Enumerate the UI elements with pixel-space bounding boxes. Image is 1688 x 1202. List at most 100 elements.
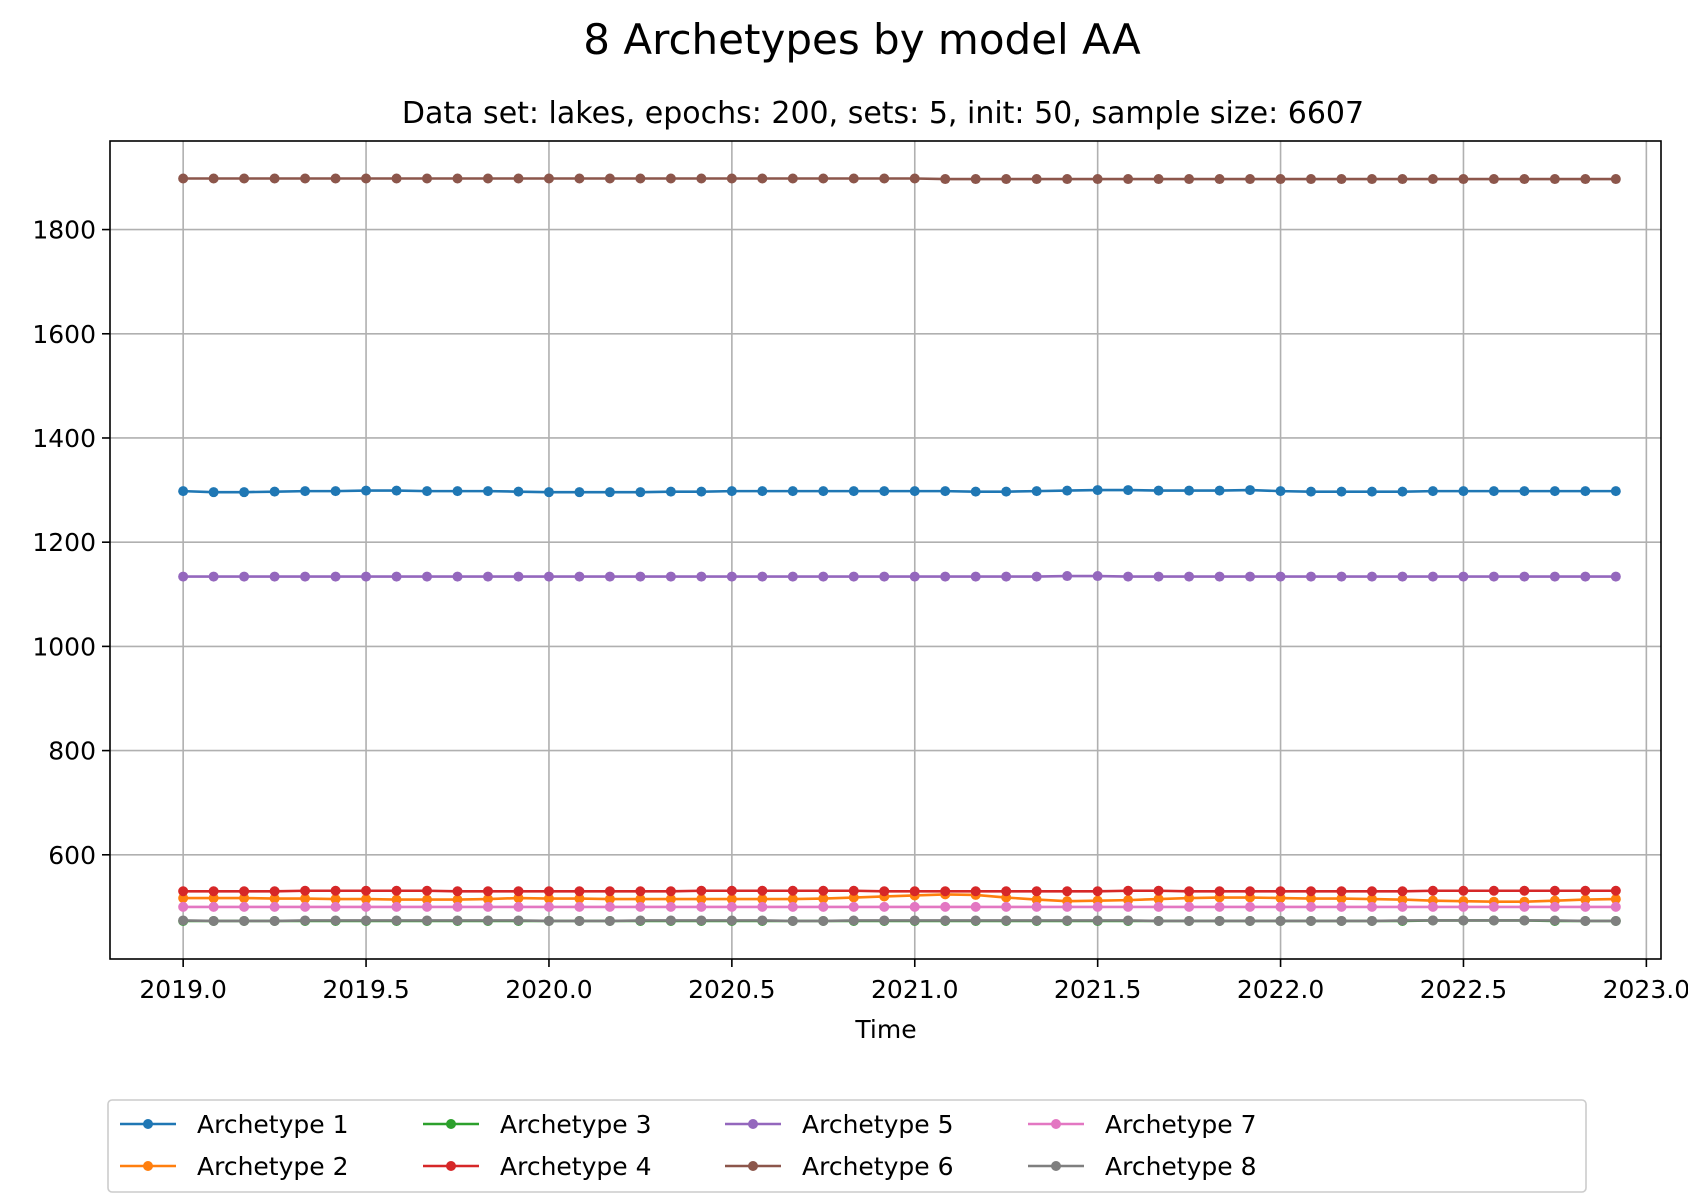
data-point	[330, 486, 341, 497]
data-point	[1366, 886, 1377, 897]
data-point	[665, 894, 676, 905]
grid-lines	[110, 141, 1661, 959]
data-point	[787, 885, 798, 896]
data-point	[909, 915, 920, 926]
series-line	[183, 574, 1616, 578]
data-point	[909, 886, 920, 897]
data-point	[757, 901, 768, 912]
data-point	[848, 571, 859, 582]
data-point	[1519, 174, 1530, 185]
data-point	[1123, 174, 1134, 185]
data-point	[635, 915, 646, 926]
data-point	[208, 571, 219, 582]
data-point	[1549, 486, 1560, 497]
data-point	[452, 901, 463, 912]
data-point	[909, 571, 920, 582]
data-point	[787, 571, 798, 582]
data-point	[1001, 486, 1012, 497]
data-point	[361, 885, 372, 896]
legend: Archetype 1 Archetype 2 Archetype 3 Archety…	[107, 1099, 1587, 1193]
axis-ticks: 2019.0 2019.5 2020.0 2020.5 2021.0 2021.5 2022…	[32, 216, 1688, 1004]
data-point	[239, 901, 250, 912]
data-point	[178, 886, 189, 897]
data-point	[300, 885, 311, 896]
x-tick-label: 2019.5	[322, 975, 409, 1004]
data-point	[665, 886, 676, 897]
legend-label: Archetype 5	[802, 1110, 954, 1139]
data-point	[848, 915, 859, 926]
data-point	[1336, 486, 1347, 497]
data-point	[726, 173, 737, 184]
y-tick-label: 800	[48, 737, 96, 766]
data-point	[696, 901, 707, 912]
data-point	[269, 486, 280, 497]
data-point	[1519, 885, 1530, 896]
data-point	[604, 915, 615, 926]
series-archetype-8	[178, 915, 1621, 926]
data-point	[970, 486, 981, 497]
data-point	[361, 915, 372, 926]
legend-item-archetype-3: Archetype 3	[423, 1110, 652, 1139]
data-point	[1549, 901, 1560, 912]
data-point	[1336, 886, 1347, 897]
data-point	[361, 173, 372, 184]
data-point	[269, 886, 280, 897]
data-point	[513, 486, 524, 497]
data-point	[574, 886, 585, 897]
data-point	[361, 571, 372, 582]
data-point	[452, 173, 463, 184]
data-point	[178, 486, 189, 497]
data-point	[726, 915, 737, 926]
data-point	[726, 901, 737, 912]
legend-label: Archetype 1	[197, 1110, 349, 1139]
series-line	[183, 893, 1616, 903]
data-point	[1580, 571, 1591, 582]
data-point	[1153, 894, 1164, 905]
data-point	[665, 486, 676, 497]
legend-swatch-marker	[143, 1161, 153, 1171]
data-point	[330, 173, 341, 184]
data-point	[970, 886, 981, 897]
data-point	[1306, 571, 1316, 582]
legend-label: Archetype 3	[500, 1110, 652, 1139]
data-point	[818, 893, 829, 904]
data-point	[1458, 486, 1469, 497]
data-point	[482, 915, 493, 926]
data-point	[574, 901, 585, 912]
data-point	[1031, 894, 1042, 905]
data-point	[635, 571, 646, 582]
data-point	[635, 901, 646, 912]
data-point	[482, 173, 493, 184]
data-point	[482, 571, 493, 582]
legend-swatch-marker	[446, 1119, 456, 1129]
data-point	[1275, 571, 1286, 582]
data-point	[970, 915, 981, 926]
data-point	[696, 915, 707, 926]
data-point	[1610, 486, 1621, 497]
data-point	[391, 915, 402, 926]
data-point	[1123, 485, 1134, 496]
data-point	[1458, 901, 1469, 912]
data-point	[1336, 915, 1347, 926]
data-point	[574, 571, 585, 582]
data-point	[757, 885, 768, 896]
data-point	[1214, 886, 1225, 897]
data-point	[1336, 174, 1347, 185]
data-point	[1062, 886, 1073, 897]
data-point	[1610, 894, 1621, 905]
data-point	[330, 915, 341, 926]
data-point	[696, 173, 707, 184]
data-point	[1397, 571, 1408, 582]
series-line	[183, 177, 1616, 181]
data-point	[818, 486, 829, 497]
data-point	[635, 173, 646, 184]
data-point	[1397, 894, 1408, 905]
data-point	[1031, 915, 1042, 926]
data-point	[452, 571, 463, 582]
data-point	[970, 901, 981, 912]
data-point	[1153, 174, 1164, 185]
data-point	[1580, 901, 1591, 912]
data-point	[696, 894, 707, 905]
